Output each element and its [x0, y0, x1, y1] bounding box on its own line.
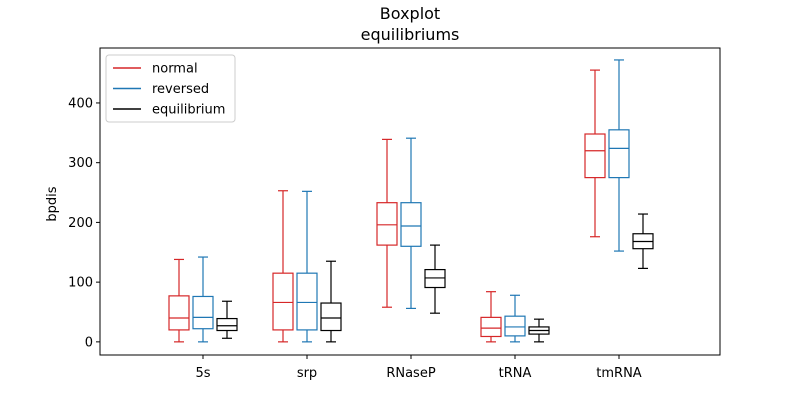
legend-frame [105, 54, 236, 123]
plot-area: 0 100 200 300 400 5s srp RNaseP tRNA tmRNA [68, 59, 654, 381]
box-equilibrium-srp [320, 260, 342, 343]
iqr-box [272, 272, 294, 331]
box-normal-srp [272, 190, 294, 343]
box-equilibrium-tmRNA [632, 213, 654, 269]
chart-title: Boxplot [380, 4, 440, 23]
iqr-box [192, 295, 214, 330]
box-reversed-srp [296, 190, 318, 343]
iqr-box [504, 315, 526, 337]
y-tick-label: 400 [68, 96, 93, 111]
y-tick-label: 200 [68, 216, 93, 231]
iqr-box [608, 129, 630, 179]
y-tick-label: 100 [68, 276, 93, 291]
x-tick-label: tRNA [499, 366, 532, 381]
box-reversed-tmRNA [608, 59, 630, 252]
iqr-box [216, 317, 238, 332]
x-tick-label: tmRNA [596, 366, 642, 381]
iqr-box [376, 202, 398, 246]
box-equilibrium-5s [216, 300, 238, 339]
iqr-box [400, 202, 422, 247]
chart-subtitle: equilibriums [361, 25, 460, 44]
x-tick-label: srp [297, 366, 317, 381]
y-axis-label: bpdis [45, 186, 60, 221]
iqr-box [480, 316, 502, 338]
iqr-box [320, 302, 342, 332]
legend-label-reversed: reversed [152, 82, 209, 97]
x-tick-label: 5s [195, 366, 210, 381]
box-equilibrium-RNaseP [424, 244, 446, 314]
box-equilibrium-tRNA [528, 318, 550, 343]
box-reversed-RNaseP [400, 137, 422, 310]
box-reversed-tRNA [504, 294, 526, 343]
box-reversed-5s [192, 256, 214, 343]
legend-label-equilibrium: equilibrium [152, 103, 225, 118]
y-tick-label: 0 [85, 335, 93, 350]
box-normal-tRNA [480, 291, 502, 343]
iqr-box [584, 133, 606, 179]
box-normal-5s [168, 258, 190, 343]
iqr-box [168, 295, 190, 331]
axes-frame [99, 47, 721, 356]
iqr-box [296, 272, 318, 331]
legend-label-normal: normal [152, 62, 198, 77]
x-tick-label: RNaseP [386, 366, 435, 381]
y-tick-label: 300 [68, 156, 93, 171]
box-normal-tmRNA [584, 69, 606, 238]
legend: normal reversed equilibrium [105, 54, 236, 123]
box-normal-RNaseP [376, 138, 398, 308]
